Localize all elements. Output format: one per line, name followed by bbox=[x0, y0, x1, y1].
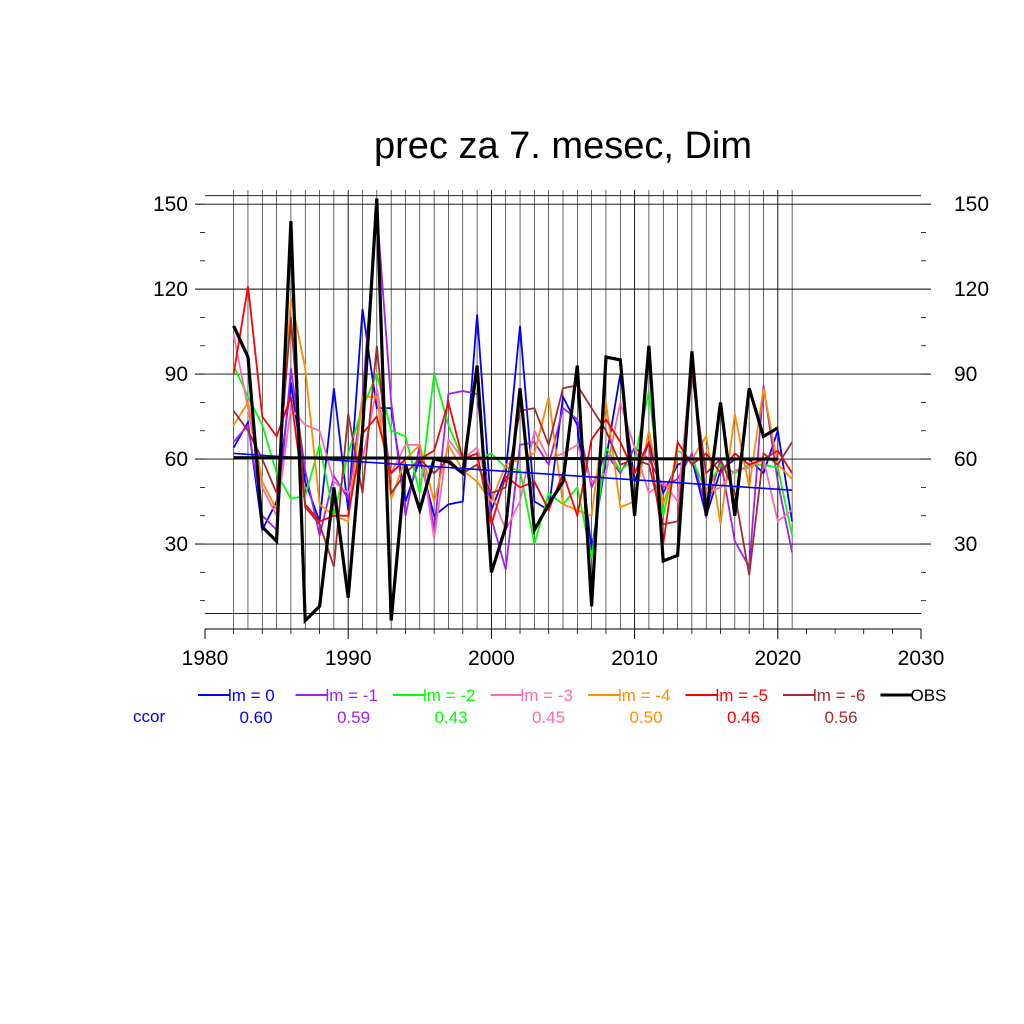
trend-line-0 bbox=[233, 452, 793, 492]
y-tick-label-right-90: 90 bbox=[954, 363, 977, 386]
y-tick-label-left-150: 150 bbox=[153, 193, 188, 216]
y-tick-label-right-120: 120 bbox=[954, 278, 989, 301]
y-tick-label-right-30: 30 bbox=[954, 533, 977, 556]
axes: 1980 1990 2000 2010 2020 2030 30 30 60 60 90 90 120 1… bbox=[153, 193, 989, 670]
legend-label-lm-0: lm = 0 bbox=[228, 686, 275, 705]
legend-label-lm-5: lm = -5 bbox=[716, 686, 768, 705]
x-tick-label-2020: 2020 bbox=[754, 647, 801, 670]
x-tick-label-1980: 1980 bbox=[182, 647, 229, 670]
x-tick-label-2030: 2030 bbox=[898, 647, 945, 670]
legend-label-lm-6: lm = -6 bbox=[813, 686, 865, 705]
legend-label-lm-2: lm = -2 bbox=[423, 686, 475, 705]
trend-line-1 bbox=[233, 456, 778, 461]
legend-ccor-lm-3: 0.45 bbox=[532, 708, 565, 727]
y-tick-label-left-120: 120 bbox=[153, 278, 188, 301]
legend-ccor-lm-2: 0.43 bbox=[434, 708, 467, 727]
legend-label-lm-3: lm = -3 bbox=[521, 686, 573, 705]
series-line-obs bbox=[232, 198, 779, 625]
x-tick-label-2010: 2010 bbox=[611, 647, 658, 670]
y-tick-label-right-150: 150 bbox=[954, 193, 989, 216]
chart-title: prec za 7. mesec, Dim bbox=[374, 125, 752, 167]
y-tick-label-right-60: 60 bbox=[954, 448, 977, 471]
legend-label-lm-1: lm = -1 bbox=[326, 686, 378, 705]
y-tick-label-left-90: 90 bbox=[165, 363, 188, 386]
legend-label-obs: OBS bbox=[911, 686, 947, 705]
legend-ccor-lm-5: 0.46 bbox=[727, 708, 760, 727]
legend-label-lm-4: lm = -4 bbox=[618, 686, 670, 705]
series-line-lm-1 bbox=[232, 209, 793, 570]
legend-ccor-lm-0: 0.60 bbox=[239, 708, 272, 727]
legend-ccor-lm-6: 0.56 bbox=[824, 708, 857, 727]
x-tick-label-2000: 2000 bbox=[468, 647, 515, 670]
series-group bbox=[232, 198, 793, 625]
ccor-label: ccor bbox=[133, 707, 165, 726]
y-tick-label-left-30: 30 bbox=[165, 533, 188, 556]
grid bbox=[205, 190, 921, 629]
y-tick-label-left-60: 60 bbox=[165, 448, 188, 471]
legend-ccor-lm-4: 0.50 bbox=[629, 708, 662, 727]
legend: lm = 0 0.60 lm = -1 0.59 lm = -2 0.43 lm = -3 0… bbox=[198, 686, 946, 727]
x-tick-label-1990: 1990 bbox=[325, 647, 372, 670]
legend-ccor-lm-1: 0.59 bbox=[337, 708, 370, 727]
